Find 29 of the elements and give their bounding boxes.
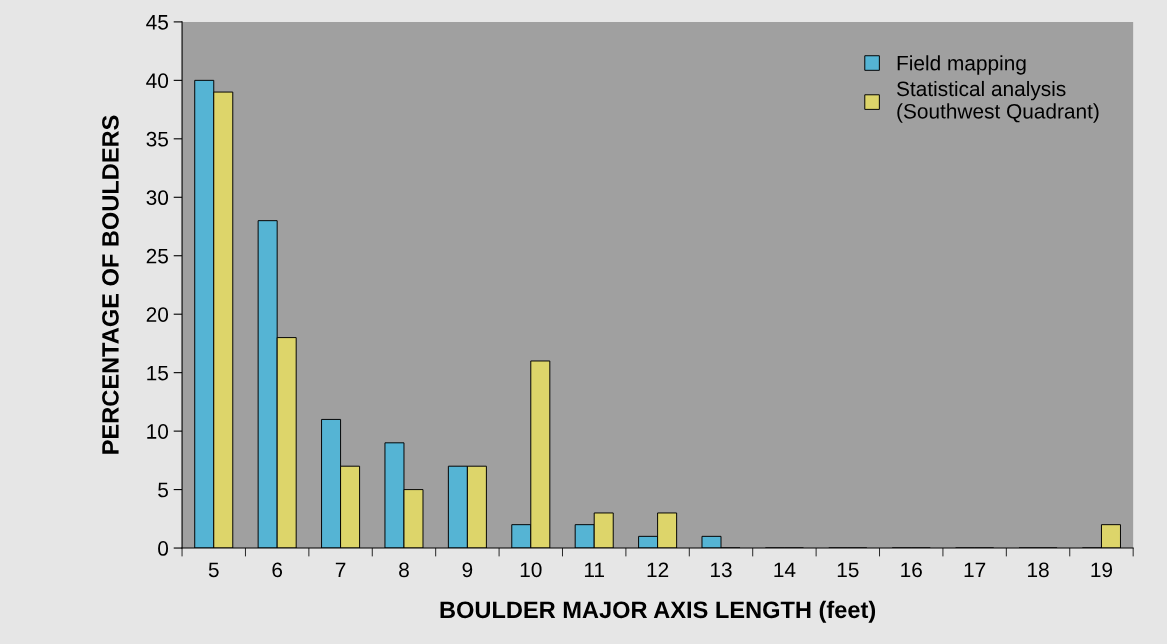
x-tick-label: 11 (584, 562, 604, 578)
y-tick-label: 40 (146, 73, 169, 89)
y-tick-label: 20 (146, 307, 169, 322)
x-tick-label: 7 (335, 562, 346, 578)
x-tick-label: 12 (647, 562, 669, 578)
y-tick-label: 5 (158, 482, 168, 498)
x-tick-label: 18 (1028, 562, 1049, 578)
y-axis-title: PERCENTAGE OF BOULDERS (102, 115, 119, 454)
x-tick-label: 16 (901, 562, 922, 578)
x-tick-label: 5 (208, 562, 219, 578)
x-tick-label: 19 (1091, 562, 1113, 578)
x-tick-label: 17 (964, 562, 986, 578)
y-tick-label: 30 (146, 190, 169, 206)
x-tick-label: 13 (711, 562, 732, 578)
y-tick-label: 10 (147, 424, 169, 439)
y-tick-label: 45 (146, 15, 168, 30)
legend-label: Statistical analysis (Southwest Quadrant) (896, 80, 1099, 123)
legend-label: Field mapping (897, 55, 1026, 75)
y-tick-label: 15 (147, 365, 168, 381)
x-tick-label: 8 (399, 562, 409, 578)
x-axis-title: BOULDER MAJOR AXIS LENGTH (feet) (440, 600, 876, 623)
x-tick-label: 6 (272, 562, 283, 578)
x-tick-label: 9 (462, 562, 473, 578)
x-tick-label: 14 (774, 562, 796, 578)
x-tick-label: 15 (837, 562, 859, 578)
x-tick-label: 10 (520, 562, 542, 578)
y-tick-label: 35 (146, 131, 168, 147)
y-tick-label: 0 (158, 541, 169, 556)
y-tick-label: 25 (146, 248, 168, 264)
